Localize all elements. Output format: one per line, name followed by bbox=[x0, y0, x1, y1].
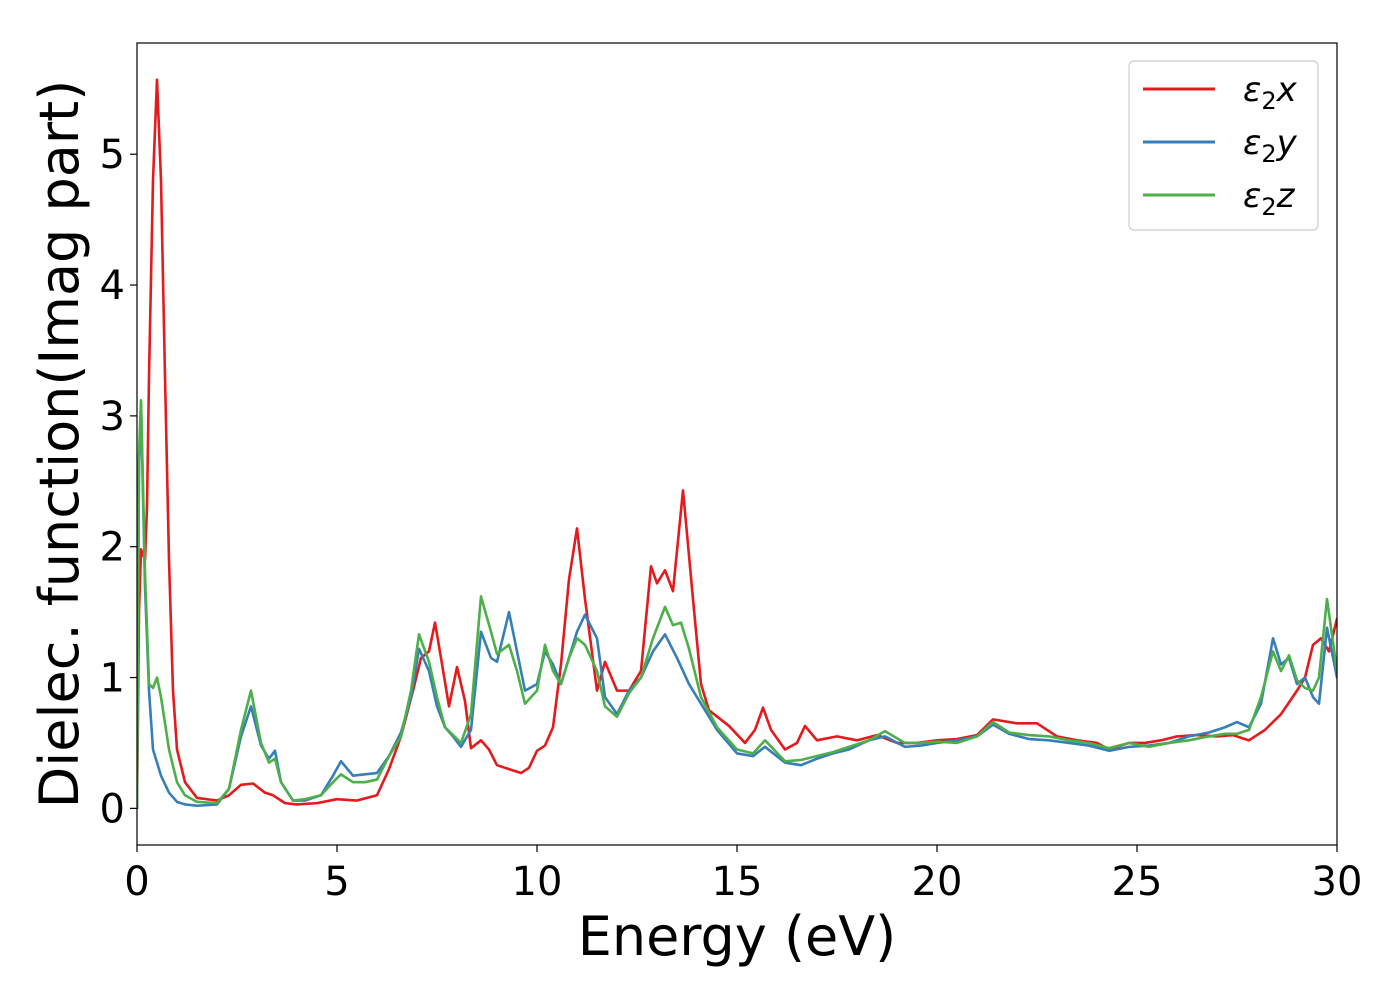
legend-frame bbox=[1128, 60, 1319, 231]
legend-label-y: ε2y bbox=[1243, 123, 1298, 168]
x-tick-label: 0 bbox=[124, 859, 149, 905]
series-group bbox=[137, 78, 1337, 810]
y-tick-label: 5 bbox=[100, 132, 125, 178]
x-tick-label: 15 bbox=[712, 859, 763, 905]
legend-label-x: ε2x bbox=[1243, 70, 1298, 115]
series-line-y bbox=[137, 401, 1337, 810]
x-axis: 0 5 10 15 20 25 30 bbox=[124, 845, 1362, 905]
series-line-z bbox=[137, 398, 1337, 810]
legend-label-z: ε2z bbox=[1243, 176, 1296, 221]
x-axis-title: Energy (eV) bbox=[578, 905, 897, 968]
x-tick-label: 5 bbox=[324, 859, 349, 905]
y-axis: 0 1 2 3 4 5 bbox=[100, 132, 137, 832]
y-tick-label: 1 bbox=[100, 656, 125, 702]
y-tick-label: 4 bbox=[100, 263, 125, 309]
y-tick-label: 3 bbox=[100, 394, 125, 440]
y-axis-title: Dielec. function(Imag part) bbox=[28, 80, 91, 809]
legend: ε2x ε2y ε2z bbox=[1128, 60, 1319, 231]
x-tick-label: 10 bbox=[512, 859, 563, 905]
y-tick-label: 0 bbox=[100, 786, 125, 832]
x-tick-label: 30 bbox=[1312, 859, 1363, 905]
x-tick-label: 25 bbox=[1112, 859, 1163, 905]
y-tick-label: 2 bbox=[100, 525, 125, 571]
x-tick-label: 20 bbox=[912, 859, 963, 905]
